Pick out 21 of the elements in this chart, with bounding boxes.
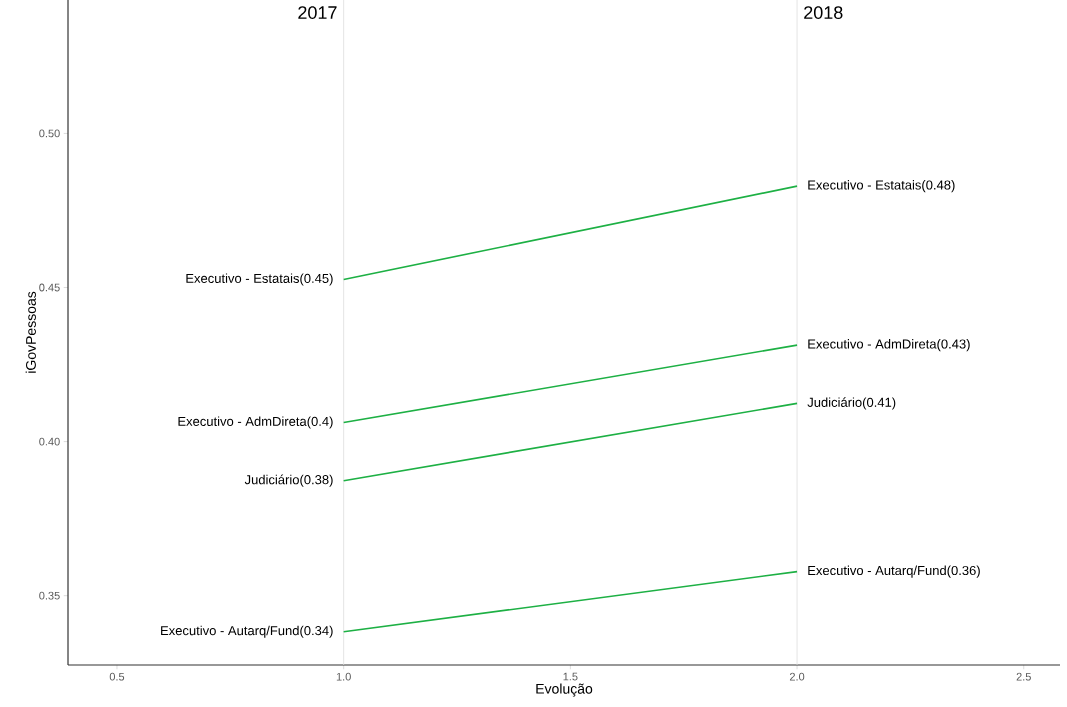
data-label: Judiciário(0.38) bbox=[244, 474, 333, 487]
x-tick-label: 1.0 bbox=[336, 672, 351, 681]
x-tick-label: 1.5 bbox=[563, 672, 578, 681]
x-tick-label: 2.5 bbox=[1016, 672, 1031, 681]
data-label: Executivo - AdmDireta(0.4) bbox=[178, 416, 333, 429]
x-axis-title: Evolução bbox=[536, 683, 593, 697]
y-axis-title: iGovPessoas bbox=[25, 291, 36, 373]
data-label: Executivo - Estatais(0.48) bbox=[808, 180, 955, 193]
data-label: Executivo - Autarq/Fund(0.36) bbox=[808, 565, 980, 578]
data-label: Executivo - Estatais(0.45) bbox=[186, 273, 333, 286]
data-label: Judiciário(0.41) bbox=[807, 397, 896, 410]
y-tick-label: 0.45 bbox=[39, 283, 60, 292]
data-label: Executivo - Autarq/Fund(0.34) bbox=[161, 625, 333, 638]
y-tick-label: 0.35 bbox=[39, 591, 60, 600]
x-tick-label: 2.0 bbox=[789, 672, 805, 681]
data-label: Executivo - AdmDireta(0.43) bbox=[808, 339, 970, 352]
x-tick-label: 0.5 bbox=[109, 672, 125, 681]
annotation: 2018 bbox=[804, 6, 843, 19]
y-tick-label: 0.50 bbox=[39, 129, 60, 138]
annotation: 2017 bbox=[298, 6, 337, 19]
y-tick-label: 0.40 bbox=[39, 437, 60, 446]
